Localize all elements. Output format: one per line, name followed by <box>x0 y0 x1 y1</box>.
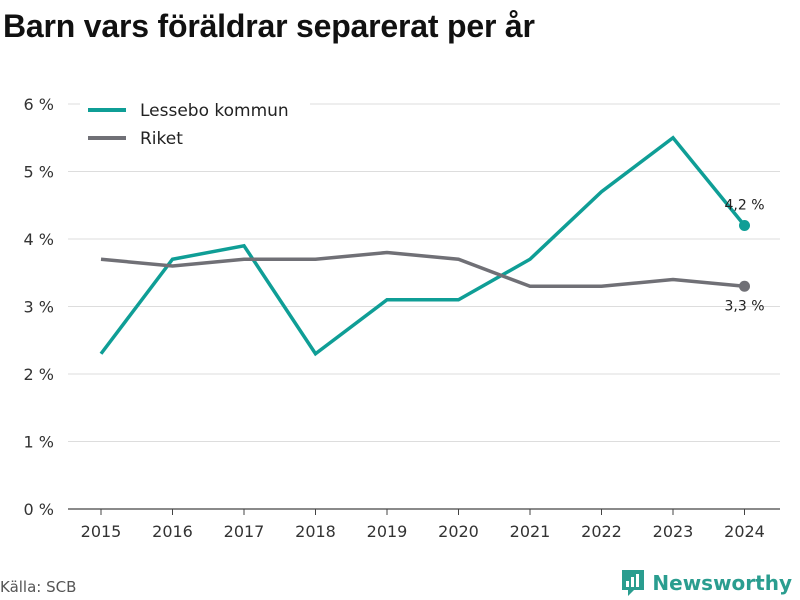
legend-label: Riket <box>140 129 183 149</box>
x-tick-label: 2015 <box>81 522 122 541</box>
end-value-label: 4,2 % <box>724 198 764 214</box>
y-tick-label: 4 % <box>24 230 54 249</box>
chart-title: Barn vars föräldrar separerat per år <box>3 8 535 44</box>
y-tick-label: 6 % <box>24 95 54 114</box>
newsworthy-logo-icon <box>622 570 645 596</box>
y-axis-ticks: 0 % 1 % 2 % 3 % 4 % 5 % 6 % <box>24 95 54 519</box>
brand-name: Newsworthy <box>652 571 792 595</box>
end-value-label: 3,3 % <box>724 298 764 314</box>
x-tick-label: 2020 <box>438 522 479 541</box>
y-tick-label: 3 % <box>24 298 54 317</box>
y-tick-label: 1 % <box>24 433 54 452</box>
end-point-lessebo <box>739 220 750 231</box>
series-group: 4,2 % 3,3 % <box>99 135 765 357</box>
x-tick-label: 2017 <box>224 522 265 541</box>
source-note: Källa: SCB <box>0 578 77 596</box>
legend-background <box>80 94 310 158</box>
x-tick-label: 2024 <box>724 522 765 541</box>
y-tick-label: 0 % <box>24 500 54 519</box>
series-line-lessebo <box>99 135 746 357</box>
x-tick-label: 2022 <box>581 522 622 541</box>
gridlines <box>68 103 780 510</box>
x-tick-label: 2016 <box>152 522 193 541</box>
end-point-riket <box>739 280 750 292</box>
x-tick-label: 2019 <box>367 522 408 541</box>
x-axis: 2015 2016 2017 2018 2019 2020 2021 2022 2023 2024 <box>81 509 765 541</box>
x-tick-label: 2023 <box>653 522 694 541</box>
x-tick-label: 2021 <box>510 522 551 541</box>
brand-logo: Newsworthy <box>620 568 792 598</box>
y-tick-label: 2 % <box>24 365 54 384</box>
x-tick-label: 2018 <box>295 522 336 541</box>
series-line-riket <box>100 250 745 288</box>
legend: Lessebo kommun Riket <box>80 94 310 158</box>
legend-label: Lessebo kommun <box>140 101 289 121</box>
y-tick-label: 5 % <box>24 163 54 182</box>
